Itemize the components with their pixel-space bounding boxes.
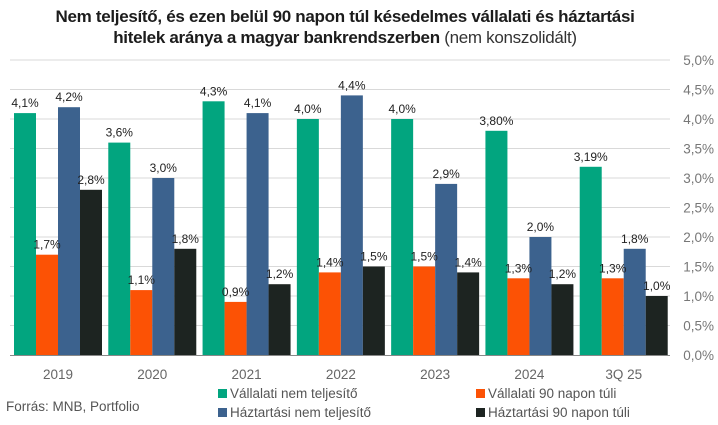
data-label: 1,4% <box>454 255 482 269</box>
data-label: 4,3% <box>200 84 228 98</box>
legend-swatch <box>476 408 485 417</box>
bar <box>551 284 574 355</box>
bar <box>435 183 458 355</box>
data-label: 4,2% <box>55 90 83 104</box>
legend-swatch <box>218 408 227 417</box>
bar <box>391 119 414 355</box>
bar <box>457 272 480 355</box>
bar <box>623 248 646 355</box>
y-tick-label: 4,0% <box>683 112 714 127</box>
x-tick-label: 2023 <box>420 367 450 382</box>
bar <box>14 113 36 355</box>
legend-item-haztartasi-nem-teljesito[interactable]: Háztartási nem teljesítő <box>218 405 371 420</box>
bar <box>174 248 197 355</box>
bar <box>485 130 508 355</box>
bar <box>152 178 175 355</box>
data-label: 1,3% <box>599 261 627 275</box>
data-label: 4,1% <box>11 96 39 110</box>
data-label: 4,0% <box>294 102 322 116</box>
y-tick-label: 0,0% <box>683 348 714 363</box>
bar <box>224 301 247 355</box>
legend-item-vallalati-90-napon-tuli[interactable]: Vállalati 90 napon túli <box>476 386 616 401</box>
data-label: 2,0% <box>527 220 555 234</box>
chart-title-line2: hitelek aránya a magyar bankrendszerben … <box>0 27 690 48</box>
chart-subtitle: (nem konszolidált) <box>439 28 577 47</box>
legend-label: Vállalati nem teljesítő <box>230 386 358 401</box>
bars <box>14 95 668 356</box>
x-tick-label: 2020 <box>137 367 167 382</box>
data-label: 1,8% <box>621 232 649 246</box>
data-label: 4,0% <box>388 102 416 116</box>
bar <box>202 101 225 355</box>
data-labels: 4,1% 1,7% 4,2% 2,8% 3,6% 1,1% 3,0% 1,8% 4,3% 0,9%… <box>11 78 671 299</box>
source-note: Forrás: MNB, Portfolio <box>6 399 140 414</box>
bar <box>58 107 80 355</box>
data-label: 3,19% <box>574 150 608 164</box>
x-axis-ticks: 2019 2020 2021 2022 2023 2024 3Q 25 <box>43 367 642 382</box>
data-label: 1,5% <box>410 250 438 264</box>
y-tick-label: 1,0% <box>683 289 714 304</box>
data-label: 1,0% <box>643 279 671 293</box>
chart-title-bold: hitelek aránya a magyar bankrendszerben <box>113 28 440 47</box>
data-label: 0,9% <box>222 285 250 299</box>
legend-label: Háztartási 90 napon túli <box>488 405 630 420</box>
bar <box>80 189 102 355</box>
data-label: 1,1% <box>128 273 156 287</box>
x-tick-label: 2022 <box>326 367 356 382</box>
y-tick-label: 2,5% <box>683 201 714 216</box>
bar <box>268 284 291 355</box>
x-tick-label: 2021 <box>232 367 262 382</box>
bar <box>108 142 131 355</box>
y-tick-label: 3,5% <box>683 142 714 157</box>
y-tick-label: 3,0% <box>683 171 714 186</box>
legend-item-haztartasi-90-napon-tuli[interactable]: Háztartási 90 napon túli <box>476 405 630 420</box>
data-label: 1,2% <box>549 267 577 281</box>
x-tick-label: 2019 <box>43 367 73 382</box>
legend-label: Háztartási nem teljesítő <box>230 405 372 420</box>
bar <box>413 266 436 355</box>
data-label: 1,7% <box>33 238 61 252</box>
bar <box>529 237 552 355</box>
data-label: 4,4% <box>338 78 366 92</box>
data-label: 1,8% <box>172 232 200 246</box>
bar <box>362 266 385 355</box>
y-axis-ticks: 0,0% 0,5% 1,0% 1,5% 2,0% 2,5% 3,0% 3,5% 4,0% 4,5%… <box>683 53 714 363</box>
data-label: 1,2% <box>266 267 294 281</box>
bar <box>579 166 602 355</box>
data-label: 4,1% <box>244 96 272 110</box>
data-label: 1,5% <box>360 250 388 264</box>
data-label: 3,80% <box>479 114 513 128</box>
x-tick-label: 3Q 25 <box>605 367 642 382</box>
x-tick-label: 2024 <box>514 367 545 382</box>
bar <box>36 254 58 355</box>
data-label: 1,3% <box>505 261 533 275</box>
bar <box>246 113 269 355</box>
legend-item-vallalati-nem-teljesito[interactable]: Vállalati nem teljesítő <box>218 386 358 401</box>
bar <box>340 95 363 356</box>
y-tick-label: 2,0% <box>683 230 714 245</box>
y-tick-label: 5,0% <box>683 53 714 68</box>
bar <box>507 278 530 355</box>
legend-label: Vállalati 90 napon túli <box>488 386 617 401</box>
data-label: 2,9% <box>432 167 460 181</box>
legend-swatch <box>476 389 485 398</box>
y-tick-label: 1,5% <box>683 260 714 275</box>
bar <box>645 296 668 355</box>
data-label: 2,8% <box>77 173 105 187</box>
bar <box>601 278 624 355</box>
bar <box>130 290 153 355</box>
chart-title: Nem teljesítő, és ezen belül 90 napon tú… <box>0 6 690 48</box>
bar <box>318 272 341 355</box>
y-tick-label: 4,5% <box>683 83 714 98</box>
bar <box>296 119 319 355</box>
data-label: 1,4% <box>316 255 344 269</box>
chart-title-line1: Nem teljesítő, és ezen belül 90 napon tú… <box>55 7 635 26</box>
legend-swatch <box>218 389 227 398</box>
data-label: 3,6% <box>106 126 134 140</box>
data-label: 3,0% <box>150 161 178 175</box>
y-tick-label: 0,5% <box>683 319 714 334</box>
